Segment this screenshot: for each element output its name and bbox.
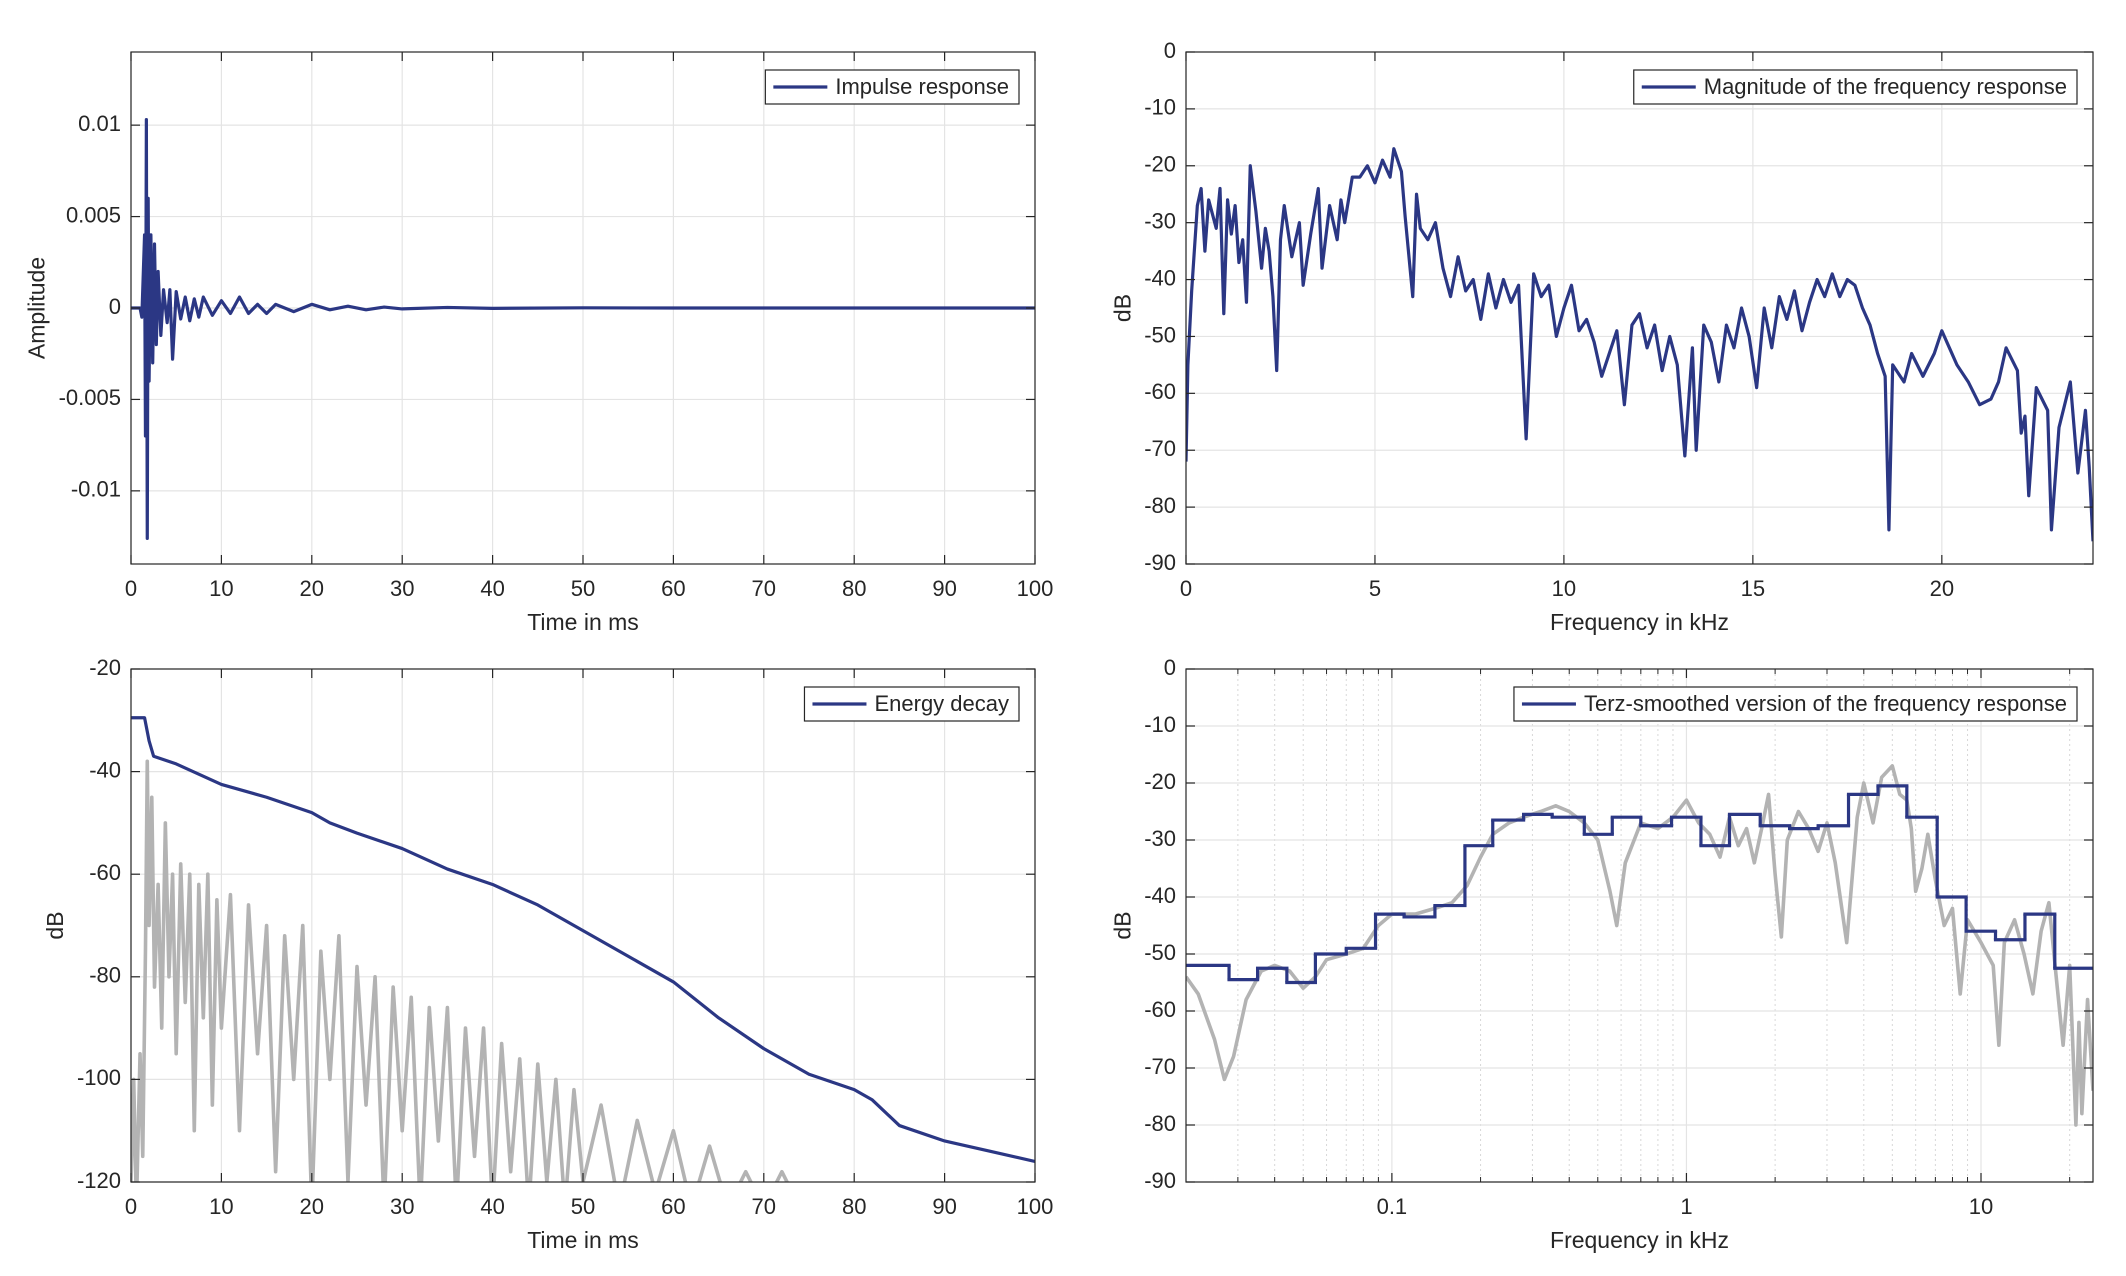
axes: 0 10 20 30 40 50 60 70 80 90 100 -120 -100 -80 -60 -40 -… (42, 655, 1053, 1253)
y-tick-label: -10 (1144, 712, 1176, 737)
y-tick-label: -80 (89, 963, 121, 988)
y-tick-label: -60 (89, 860, 121, 885)
legend-box (1633, 69, 2078, 105)
y-tick-label: -120 (77, 1168, 121, 1193)
y-tick-label: -0.005 (59, 385, 121, 410)
y-tick-label: -70 (1144, 1054, 1176, 1079)
x-tick-label: 50 (571, 576, 595, 601)
x-tick-label: 60 (661, 1194, 685, 1219)
x-tick-label: 0 (125, 576, 137, 601)
y-tick-label: -60 (1144, 997, 1176, 1022)
legend-box (1513, 686, 2078, 722)
series-line (1186, 764, 2093, 1127)
y-tick-label: -90 (1144, 550, 1176, 575)
axes: 0 5 10 15 20 -90 -80 -70 -60 -50 -40 -30 -20 -10 0 Freq… (1109, 38, 2094, 635)
y-tick-label: 0.01 (78, 111, 121, 136)
series-line (131, 118, 1035, 540)
x-tick-label: 80 (842, 576, 866, 601)
y-axis-label: Amplitude (24, 257, 50, 359)
x-tick-label: 100 (1017, 576, 1054, 601)
legend: Energy decay (803, 686, 1020, 722)
series-group (131, 118, 1035, 540)
x-tick-label: 10 (209, 576, 233, 601)
series-group (1186, 147, 2093, 542)
x-tick-label: 90 (932, 1194, 956, 1219)
plot-area (1186, 669, 2093, 1182)
series-line (1186, 147, 2093, 542)
y-tick-label: -10 (1144, 95, 1176, 120)
plot-area (1186, 52, 2093, 564)
x-tick-label: 50 (571, 1194, 595, 1219)
x-axis-label: Time in ms (527, 1227, 639, 1253)
x-tick-label: 70 (752, 576, 776, 601)
y-tick-label: 0 (1164, 655, 1176, 680)
x-tick-label: 80 (842, 1194, 866, 1219)
x-tick-label: 40 (480, 1194, 504, 1219)
y-tick-label: -50 (1144, 322, 1176, 347)
y-tick-label: -0.01 (71, 477, 121, 502)
y-tick-label: -30 (1144, 208, 1176, 233)
y-tick-label: -60 (1144, 379, 1176, 404)
y-tick-label: 0.005 (66, 202, 121, 227)
series-line (131, 759, 790, 1182)
x-tick-label: 100 (1017, 1194, 1054, 1219)
y-tick-label: 0 (109, 294, 121, 319)
x-tick-label: 60 (661, 576, 685, 601)
y-tick-label: 0 (1164, 38, 1176, 63)
y-tick-label: -80 (1144, 1111, 1176, 1136)
y-tick-label: -20 (1144, 152, 1176, 177)
axes-frame (1185, 51, 2094, 565)
x-tick-label: 20 (300, 1194, 324, 1219)
y-axis-label: dB (1109, 911, 1135, 939)
x-tick-label: 40 (480, 576, 504, 601)
legend-label: Terz-smoothed version of the frequency r… (1584, 691, 2067, 716)
legend: Magnitude of the frequency response (1633, 69, 2078, 105)
y-tick-label: -40 (1144, 883, 1176, 908)
x-tick-label: 30 (390, 576, 414, 601)
x-tick-label: 20 (300, 576, 324, 601)
legend-label: Impulse response (835, 74, 1009, 99)
y-tick-label: -50 (1144, 940, 1176, 965)
x-tick-label: 70 (752, 1194, 776, 1219)
legend-label: Magnitude of the frequency response (1704, 74, 2067, 99)
y-tick-label: -40 (1144, 265, 1176, 290)
x-axis-label: Frequency in kHz (1550, 609, 1729, 635)
x-axis-label: Frequency in kHz (1550, 1227, 1729, 1253)
y-tick-label: -100 (77, 1065, 121, 1090)
series-line (131, 716, 1035, 1164)
x-tick-label: 10 (209, 1194, 233, 1219)
series-group (131, 716, 1035, 1182)
y-tick-label: -90 (1144, 1168, 1176, 1193)
y-tick-label: -20 (89, 655, 121, 680)
y-axis-label: dB (42, 911, 68, 939)
series-group (1186, 764, 2093, 1127)
x-axis-label: Time in ms (527, 609, 639, 635)
x-tick-label: 30 (390, 1194, 414, 1219)
y-tick-label: -80 (1144, 493, 1176, 518)
x-tick-label: 1 (1680, 1194, 1692, 1219)
x-tick-label: 0.1 (1377, 1194, 1408, 1219)
x-tick-label: 0 (125, 1194, 137, 1219)
y-tick-label: -40 (89, 757, 121, 782)
x-tick-label: 10 (1552, 576, 1576, 601)
x-tick-label: 20 (1930, 576, 1954, 601)
legend: Terz-smoothed version of the frequency r… (1513, 686, 2078, 722)
axes: 0 10 20 30 40 50 60 70 80 90 100 -0.01 -0.005 0 0.005 0… (24, 51, 1054, 635)
legend: Impulse response (764, 69, 1020, 105)
y-tick-label: -70 (1144, 436, 1176, 461)
y-tick-label: -20 (1144, 769, 1176, 794)
axes: 0.1 1 10 -90 -80 -70 -60 -50 -40 -30 -20 -10 0 Freque… (1109, 655, 2094, 1253)
x-tick-label: 90 (932, 576, 956, 601)
y-tick-label: -30 (1144, 826, 1176, 851)
x-tick-label: 5 (1369, 576, 1381, 601)
y-axis-label: dB (1109, 294, 1135, 322)
x-tick-label: 0 (1180, 576, 1192, 601)
x-tick-label: 15 (1741, 576, 1765, 601)
axes-frame (1185, 668, 2094, 1183)
x-tick-label: 10 (1969, 1194, 1993, 1219)
legend-label: Energy decay (874, 691, 1009, 716)
